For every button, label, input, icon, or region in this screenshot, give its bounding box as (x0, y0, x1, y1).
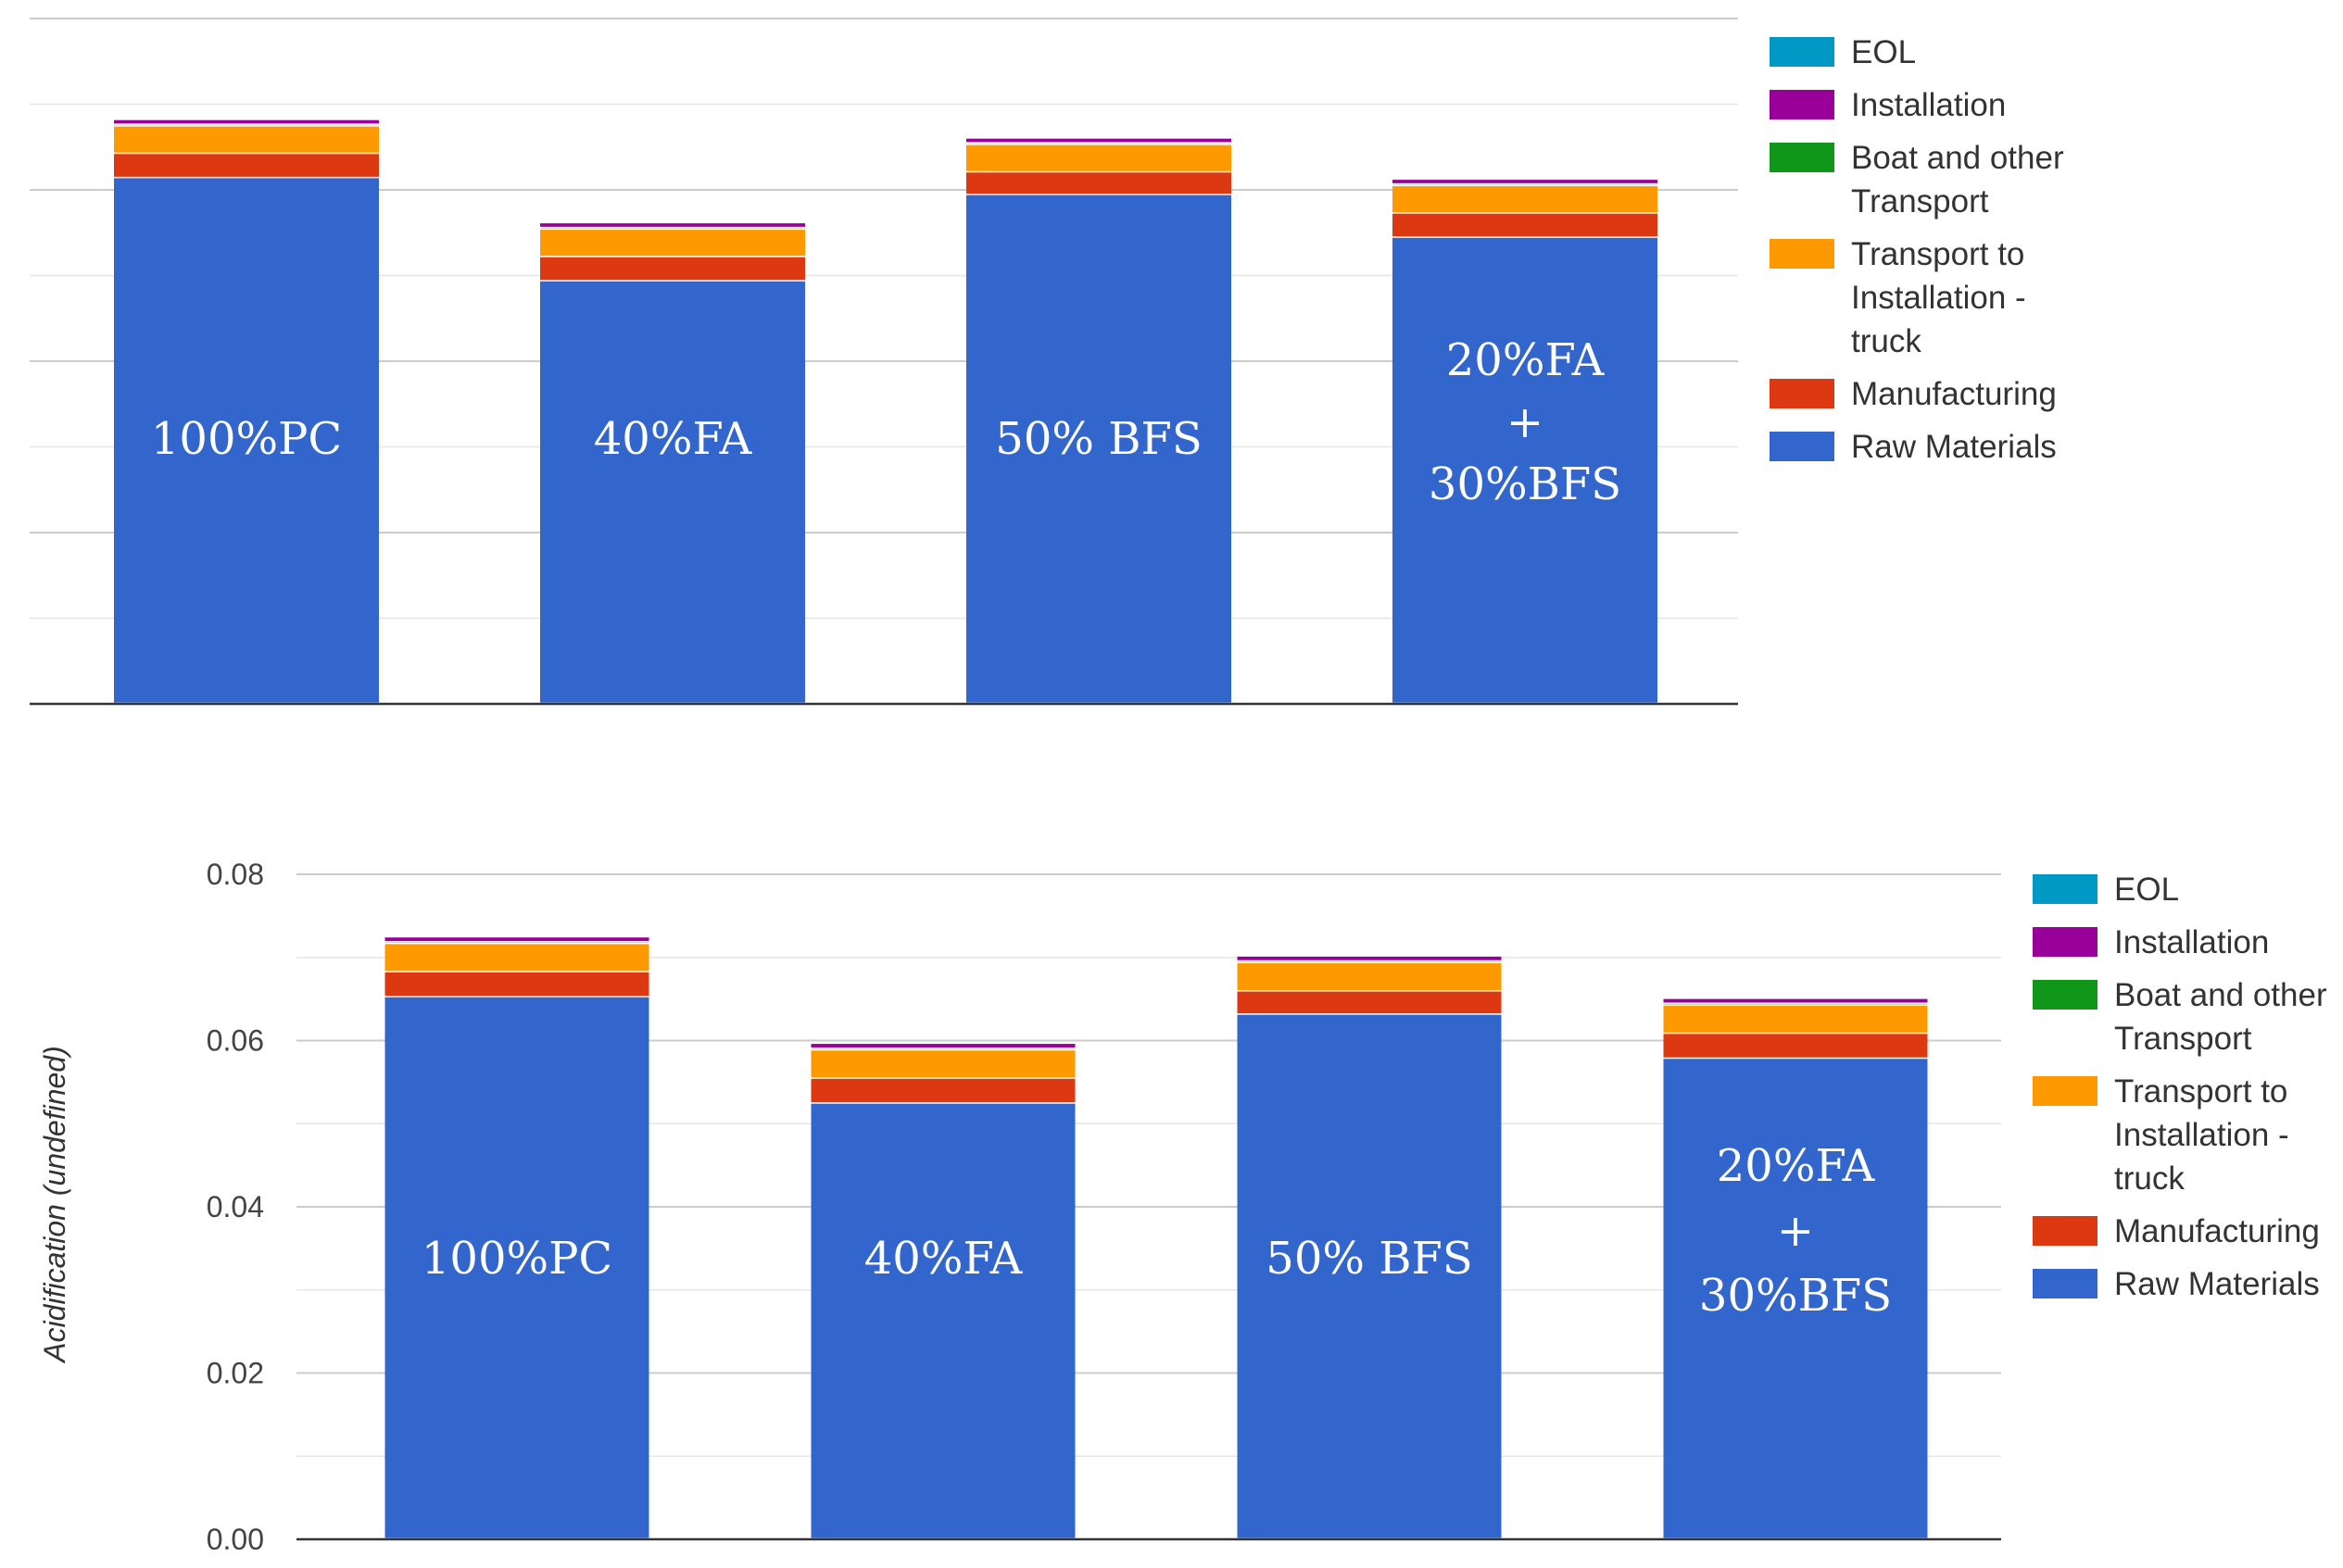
bar-segment-installation[interactable] (811, 1044, 1076, 1047)
bar-segment-installation[interactable] (114, 119, 379, 124)
legend-swatch-transport-to-installation-truck (2033, 1076, 2097, 1106)
bar-label: 30%BFS (1429, 458, 1621, 510)
legend-swatch-installation (2033, 927, 2097, 957)
legend-label: Transport (1851, 183, 1989, 220)
bar-label: + (1506, 396, 1543, 448)
bar-label: 50% BFS (1266, 1233, 1472, 1285)
bar-segment-transport-to-installation-truck[interactable] (1663, 1005, 1928, 1033)
bar-label: 30%BFS (1699, 1270, 1892, 1322)
chart-bottom: 0.00 0.02 0.04 0.06 0.08 Acidification (undef… (38, 858, 2327, 1556)
bar-segment-installation[interactable] (1237, 956, 1502, 960)
bar-segment-transport-to-installation-truck[interactable] (966, 144, 1231, 171)
legend-swatch-raw-materials (2033, 1269, 2097, 1298)
bar-segment-raw-materials[interactable] (811, 1103, 1076, 1538)
bar-segment-transport-to-installation-truck[interactable] (1392, 186, 1657, 213)
legend-swatch-installation (1770, 90, 1834, 119)
bar-segment-transport-to-installation-truck[interactable] (114, 126, 379, 153)
bar-segment-transport-to-installation-truck[interactable] (384, 944, 649, 972)
bar-label: 50% BFS (995, 413, 1202, 465)
bar-segment-manufacturing[interactable] (114, 154, 379, 177)
bar-segment-raw-materials[interactable] (1392, 237, 1657, 703)
bar-label: 100%PC (151, 413, 342, 465)
bar-segment-raw-materials[interactable] (114, 178, 379, 703)
bar-segment-manufacturing[interactable] (811, 1078, 1076, 1103)
legend-label: Installation - (1851, 280, 2026, 316)
legend-label: Installation - (2114, 1117, 2289, 1153)
legend-label: Manufacturing (2114, 1213, 2320, 1249)
legend-label: Boat and other (1851, 140, 2064, 176)
bar-segment-installation[interactable] (1663, 998, 1928, 1003)
bar-segment-manufacturing[interactable] (384, 972, 649, 997)
legend-swatch-manufacturing (2033, 1216, 2097, 1246)
legend-label: Raw Materials (2114, 1266, 2320, 1302)
bar-label: + (1777, 1205, 1814, 1257)
legend-swatch-transport-to-installation-truck (1770, 239, 1834, 269)
bar-segment-installation[interactable] (384, 937, 649, 942)
bar-label: 20%FA (1717, 1140, 1876, 1192)
bar-segment-installation[interactable] (540, 223, 805, 227)
bar-label: 40%FA (594, 413, 753, 465)
bar-segment-manufacturing[interactable] (1392, 213, 1657, 237)
legend-swatch-raw-materials (1770, 432, 1834, 461)
legend-swatch-boat-and-other-transport (1770, 143, 1834, 172)
bar-segment-raw-materials[interactable] (384, 997, 649, 1538)
legend-label: Manufacturing (1851, 376, 2057, 412)
legend-label: Installation (2114, 924, 2269, 960)
legend-label: Transport (2114, 1021, 2252, 1057)
legend-label: Boat and other (2114, 977, 2327, 1013)
y-tick-label: 0.04 (207, 1190, 264, 1223)
bar-segment-raw-materials[interactable] (1663, 1059, 1928, 1538)
legend-swatch-eol (2033, 874, 2097, 904)
bar-segment-manufacturing[interactable] (966, 172, 1231, 194)
bar-segment-transport-to-installation-truck[interactable] (811, 1050, 1076, 1078)
bar-segment-installation[interactable] (1392, 180, 1657, 183)
legend-label: EOL (1851, 34, 1916, 70)
bar-segment-manufacturing[interactable] (1663, 1034, 1928, 1058)
bar-segment-raw-materials[interactable] (540, 281, 805, 703)
y-tick-label: 0.06 (207, 1024, 264, 1058)
legend-label: truck (2114, 1160, 2185, 1197)
bar-segment-raw-materials[interactable] (1237, 1014, 1502, 1538)
bar-label: 100%PC (422, 1233, 612, 1285)
legend-label: Installation (1851, 87, 2006, 123)
bar-label: 40%FA (864, 1233, 1024, 1285)
legend-label: EOL (2114, 872, 2179, 908)
bar-segment-transport-to-installation-truck[interactable] (540, 230, 805, 257)
y-tick-label: 0.08 (207, 858, 264, 891)
legend-label: Transport to (1851, 236, 2024, 272)
y-axis-title: Acidification (undefined) (38, 1046, 71, 1364)
bar-segment-transport-to-installation-truck[interactable] (1237, 963, 1502, 991)
bar-segment-manufacturing[interactable] (540, 257, 805, 281)
bar-segment-installation[interactable] (966, 138, 1231, 143)
y-tick-label: 0.02 (207, 1357, 264, 1390)
legend-swatch-boat-and-other-transport (2033, 980, 2097, 1010)
bar-label: 20%FA (1446, 334, 1606, 386)
legend-swatch-eol (1770, 37, 1834, 67)
bar-segment-manufacturing[interactable] (1237, 991, 1502, 1014)
legend-swatch-manufacturing (1770, 379, 1834, 408)
bar-segment-raw-materials[interactable] (966, 194, 1231, 703)
chart-top: 100%PC 40%FA 50% BFS 20%FA +30%BFS EOL Install… (30, 18, 2064, 706)
legend-label: Transport to (2114, 1073, 2287, 1110)
y-tick-label: 0.00 (207, 1523, 264, 1556)
legend-label: Raw Materials (1851, 429, 2057, 465)
legend-label: truck (1851, 323, 1921, 359)
